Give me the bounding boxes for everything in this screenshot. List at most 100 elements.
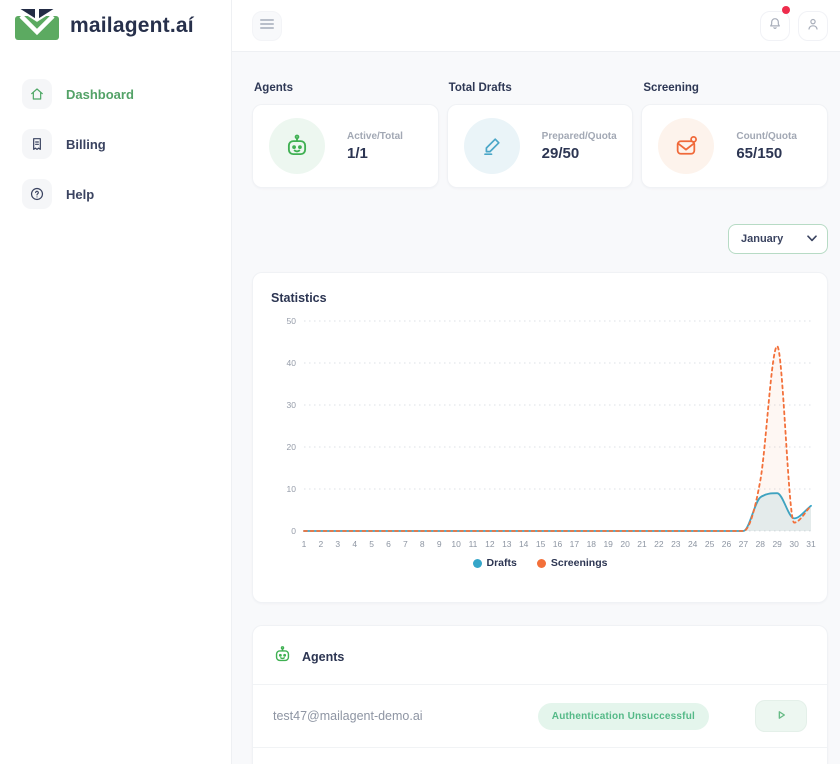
legend-label: Drafts xyxy=(486,557,517,569)
receipt-icon xyxy=(22,129,52,159)
pencil-icon xyxy=(463,118,520,174)
play-icon xyxy=(773,707,789,726)
svg-text:12: 12 xyxy=(485,539,495,549)
metric-label: Count/Quota xyxy=(736,130,797,142)
svg-text:1: 1 xyxy=(302,539,307,549)
svg-text:40: 40 xyxy=(287,358,297,368)
stat-metrics: Prepared/Quota 29/50 xyxy=(542,131,617,162)
stat-card-drafts: Prepared/Quota 29/50 xyxy=(446,104,634,188)
sidebar: mailagent.aí Dashboard Billing xyxy=(0,0,232,764)
brand-logo[interactable]: mailagent.aí xyxy=(0,0,231,52)
statistics-chart: 0 10 20 30 40 50 1 2 3 4 5 6 7 8 9 10 11 12 13 14 15 16 17 18 19… xyxy=(263,309,817,555)
sidebar-item-dashboard[interactable]: Dashboard xyxy=(0,74,231,114)
svg-text:16: 16 xyxy=(553,539,563,549)
svg-text:0: 0 xyxy=(291,526,296,536)
legend-item-drafts[interactable]: Drafts xyxy=(472,557,517,569)
screenings-legend-dot-icon xyxy=(536,558,546,568)
month-select-value: January xyxy=(741,233,784,245)
svg-text:3: 3 xyxy=(335,539,340,549)
agents-card-title: Agents xyxy=(302,650,345,664)
stat-section-title: Total Drafts xyxy=(448,82,512,94)
sidebar-item-billing[interactable]: Billing xyxy=(0,124,231,164)
stat-card-agents: Active/Total 1/1 xyxy=(252,104,439,188)
run-agent-button[interactable] xyxy=(755,700,807,732)
svg-text:50: 50 xyxy=(287,316,297,326)
sidebar-item-label: Help xyxy=(66,186,95,202)
chart-title: Statistics xyxy=(271,291,327,305)
help-circle-icon xyxy=(22,179,52,209)
chart-legend: Drafts Screenings xyxy=(263,557,817,569)
svg-text:4: 4 xyxy=(352,539,357,549)
stat-section-agents: Agents Active/Total 1/1 xyxy=(252,82,439,188)
mail-icon xyxy=(658,118,715,174)
filter-row: January xyxy=(252,224,828,254)
notification-dot xyxy=(782,5,790,14)
account-button[interactable] xyxy=(798,10,828,41)
robot-icon xyxy=(269,118,325,174)
notifications-button[interactable] xyxy=(760,10,790,41)
brand-name: mailagent.aí xyxy=(70,14,194,37)
legend-label: Screenings xyxy=(550,557,608,569)
topbar-actions xyxy=(760,5,828,41)
stat-section-title: Screening xyxy=(643,82,699,94)
svg-text:6: 6 xyxy=(386,539,391,549)
user-icon xyxy=(805,16,821,35)
stat-metrics: Count/Quota 65/150 xyxy=(736,131,797,162)
svg-text:10: 10 xyxy=(451,539,461,549)
stats-row: Agents Active/Total 1/1 xyxy=(252,82,829,188)
stat-card-screening: Count/Quota 65/150 xyxy=(641,104,829,188)
svg-text:8: 8 xyxy=(420,539,425,549)
agent-email: test47@mailagent-demo.ai xyxy=(273,709,423,723)
svg-text:7: 7 xyxy=(403,539,408,549)
metric-value: 1/1 xyxy=(347,144,368,162)
svg-text:10: 10 xyxy=(287,484,297,494)
svg-text:15: 15 xyxy=(536,539,546,549)
agents-card-header: Agents xyxy=(253,626,827,685)
stat-metrics: Active/Total 1/1 xyxy=(347,131,403,162)
svg-text:11: 11 xyxy=(469,539,478,549)
svg-text:22: 22 xyxy=(654,539,664,549)
sidebar-item-help[interactable]: Help xyxy=(0,174,231,214)
sidebar-item-label: Dashboard xyxy=(66,86,134,102)
sidebar-toggle-button[interactable] xyxy=(252,10,282,41)
svg-text:21: 21 xyxy=(637,539,647,549)
agents-card: Agents test47@mailagent-demo.ai Authenti… xyxy=(252,625,828,764)
svg-text:30: 30 xyxy=(789,539,799,549)
svg-text:9: 9 xyxy=(437,539,442,549)
envelope-logo-icon xyxy=(13,6,61,46)
drafts-legend-dot-icon xyxy=(472,558,482,568)
svg-text:29: 29 xyxy=(772,539,782,549)
statistics-card: Statistics 0 10 20 30 40 50 1 2 3 4 5 6 7 8 9 10 11 12 13 1… xyxy=(252,272,828,603)
svg-text:20: 20 xyxy=(287,442,297,452)
metric-value: 29/50 xyxy=(541,144,580,162)
svg-text:25: 25 xyxy=(705,539,715,549)
legend-item-screenings[interactable]: Screenings xyxy=(536,557,608,569)
svg-text:30: 30 xyxy=(287,400,297,410)
stat-section-drafts: Total Drafts Prepared/Quota 29/50 xyxy=(446,82,634,188)
svg-text:5: 5 xyxy=(369,539,374,549)
svg-text:27: 27 xyxy=(739,539,749,549)
svg-text:2: 2 xyxy=(319,539,324,549)
svg-text:28: 28 xyxy=(756,539,766,549)
svg-text:19: 19 xyxy=(603,539,613,549)
stat-section-title: Agents xyxy=(254,82,293,94)
svg-text:17: 17 xyxy=(570,539,580,549)
chevron-down-icon xyxy=(807,233,817,245)
stat-section-screening: Screening Count/Quota 65/150 xyxy=(641,82,829,188)
svg-text:14: 14 xyxy=(519,539,529,549)
svg-text:31: 31 xyxy=(806,539,816,549)
svg-text:23: 23 xyxy=(671,539,681,549)
hamburger-icon xyxy=(260,18,274,33)
agent-row: test47@mailagent-demo.ai Authentication … xyxy=(253,685,827,748)
bell-icon xyxy=(767,16,783,35)
home-icon xyxy=(22,79,52,109)
topbar xyxy=(232,0,840,52)
svg-text:24: 24 xyxy=(688,539,698,549)
robot-icon xyxy=(273,645,292,669)
svg-text:26: 26 xyxy=(722,539,732,549)
svg-text:18: 18 xyxy=(587,539,597,549)
month-select[interactable]: January xyxy=(728,224,828,254)
svg-text:20: 20 xyxy=(620,539,630,549)
metric-label: Prepared/Quota xyxy=(541,130,617,142)
